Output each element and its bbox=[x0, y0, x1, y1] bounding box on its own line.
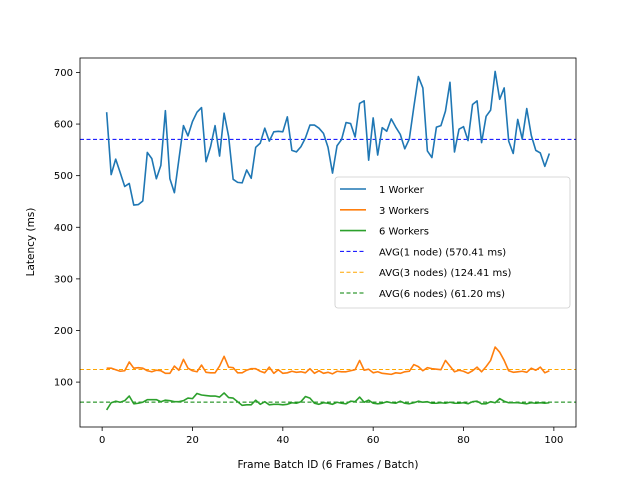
y-tick-label: 500 bbox=[54, 171, 73, 182]
y-tick-label: 200 bbox=[54, 326, 73, 337]
legend: 1 Worker 3 Workers 6 Workers AVG(1 node) (5… bbox=[334, 176, 571, 309]
legend-label-avg-6-nodes-61-20-ms: AVG(6 nodes) (61.20 ms) bbox=[379, 289, 505, 300]
y-tick-label: 600 bbox=[54, 120, 73, 131]
x-tick-label: 20 bbox=[186, 435, 199, 446]
x-tick-label: 100 bbox=[544, 435, 563, 446]
legend-box bbox=[334, 176, 571, 309]
x-tick-label: 40 bbox=[276, 435, 289, 446]
legend-label-avg-1-node-570-41-ms: AVG(1 node) (570.41 ms) bbox=[379, 247, 506, 258]
y-tick-label: 700 bbox=[54, 68, 73, 79]
x-axis-title: Frame Batch ID (6 Frames / Batch) bbox=[238, 459, 419, 471]
legend-label-avg-3-nodes-124-41-ms: AVG(3 nodes) (124.41 ms) bbox=[379, 268, 512, 279]
legend-label-3-workers: 3 Workers bbox=[379, 206, 429, 217]
y-tick-label: 400 bbox=[54, 223, 73, 234]
series-line-3-workers bbox=[106, 346, 550, 376]
legend-label-6-workers: 6 Workers bbox=[379, 227, 429, 238]
x-axis-ticks: 0 20 40 60 80 100 bbox=[99, 427, 563, 446]
legend-label-1-worker: 1 Worker bbox=[379, 185, 425, 196]
series-lines bbox=[105, 70, 551, 411]
x-tick-label: 0 bbox=[99, 435, 105, 446]
series-line-6-workers bbox=[105, 392, 550, 411]
y-tick-label: 300 bbox=[54, 274, 73, 285]
x-tick-label: 60 bbox=[367, 435, 380, 446]
y-axis-ticks: 100 200 300 400 500 600 700 bbox=[54, 68, 80, 389]
plot-frame bbox=[79, 57, 577, 428]
series-line-1-worker bbox=[105, 70, 551, 206]
y-axis-title: Latency (ms) bbox=[25, 208, 37, 277]
x-tick-label: 80 bbox=[457, 435, 470, 446]
y-tick-label: 100 bbox=[54, 378, 73, 389]
